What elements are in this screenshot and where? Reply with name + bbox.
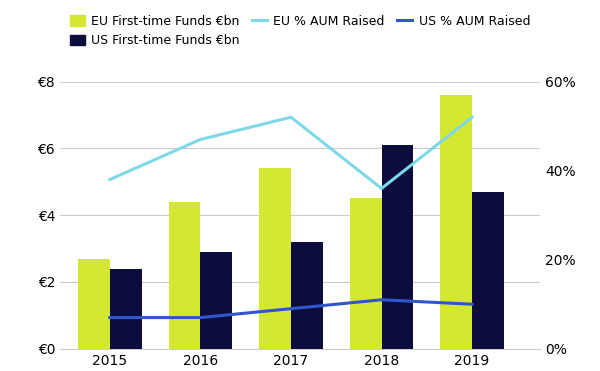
Bar [200, 252, 232, 349]
Bar [350, 198, 382, 349]
Bar [291, 242, 323, 349]
Bar [78, 259, 110, 349]
Bar [472, 192, 504, 349]
Bar [259, 168, 291, 349]
Bar [110, 269, 142, 349]
Bar [169, 202, 200, 349]
Bar [440, 95, 472, 349]
Legend: EU First-time Funds €bn, US First-time Funds €bn, EU % AUM Raised, US % AUM Rais: EU First-time Funds €bn, US First-time F… [65, 10, 535, 52]
Bar [382, 145, 413, 349]
